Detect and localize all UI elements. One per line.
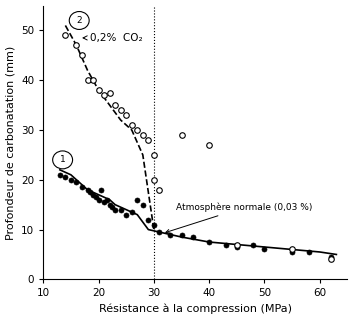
Point [140,132,146,138]
Point [190,235,196,240]
Point [62,175,68,180]
Point [112,207,118,212]
Text: 0,2%  CO₂: 0,2% CO₂ [83,33,143,43]
Point [328,254,334,260]
Point [96,197,101,202]
Point [104,197,110,202]
Point [289,249,295,254]
Point [145,217,151,222]
Point [179,132,184,138]
Point [90,192,96,197]
Point [62,33,68,38]
Point [101,92,107,98]
Point [151,177,157,182]
Point [98,187,104,192]
Point [306,249,312,254]
Point [68,177,74,182]
Point [223,242,229,247]
Point [93,195,98,200]
Point [85,187,90,192]
Point [129,210,134,215]
Point [157,187,162,192]
Y-axis label: Profondeur de carbonatation (mm): Profondeur de carbonatation (mm) [6,45,16,240]
Point [96,88,101,93]
X-axis label: Résistance à la compression (MPa): Résistance à la compression (MPa) [99,304,292,315]
Point [88,190,93,195]
Point [289,247,295,252]
Text: Atmosphère normale (0,03 %): Atmosphère normale (0,03 %) [166,203,312,233]
Point [79,185,85,190]
Point [151,222,157,227]
Point [151,152,157,157]
Point [112,103,118,108]
Point [207,239,212,244]
Point [79,53,85,58]
Point [262,247,267,252]
Text: 2: 2 [76,16,82,25]
Point [145,137,151,142]
Point [107,90,113,95]
Point [90,78,96,83]
Point [207,142,212,148]
Point [109,204,115,210]
Point [101,200,107,205]
Point [179,232,184,237]
Point [118,207,124,212]
Point [129,123,134,128]
Point [157,229,162,235]
Point [234,242,240,247]
Point [107,202,113,207]
Point [234,244,240,250]
Point [74,180,79,185]
Point [124,113,129,118]
Point [168,232,173,237]
Point [57,172,63,177]
Text: 1: 1 [60,156,66,164]
Point [328,257,334,262]
Point [251,242,256,247]
Point [140,202,146,207]
Point [74,43,79,48]
Point [134,197,140,202]
Point [118,108,124,113]
Point [134,127,140,132]
Point [85,78,90,83]
Point [124,212,129,217]
